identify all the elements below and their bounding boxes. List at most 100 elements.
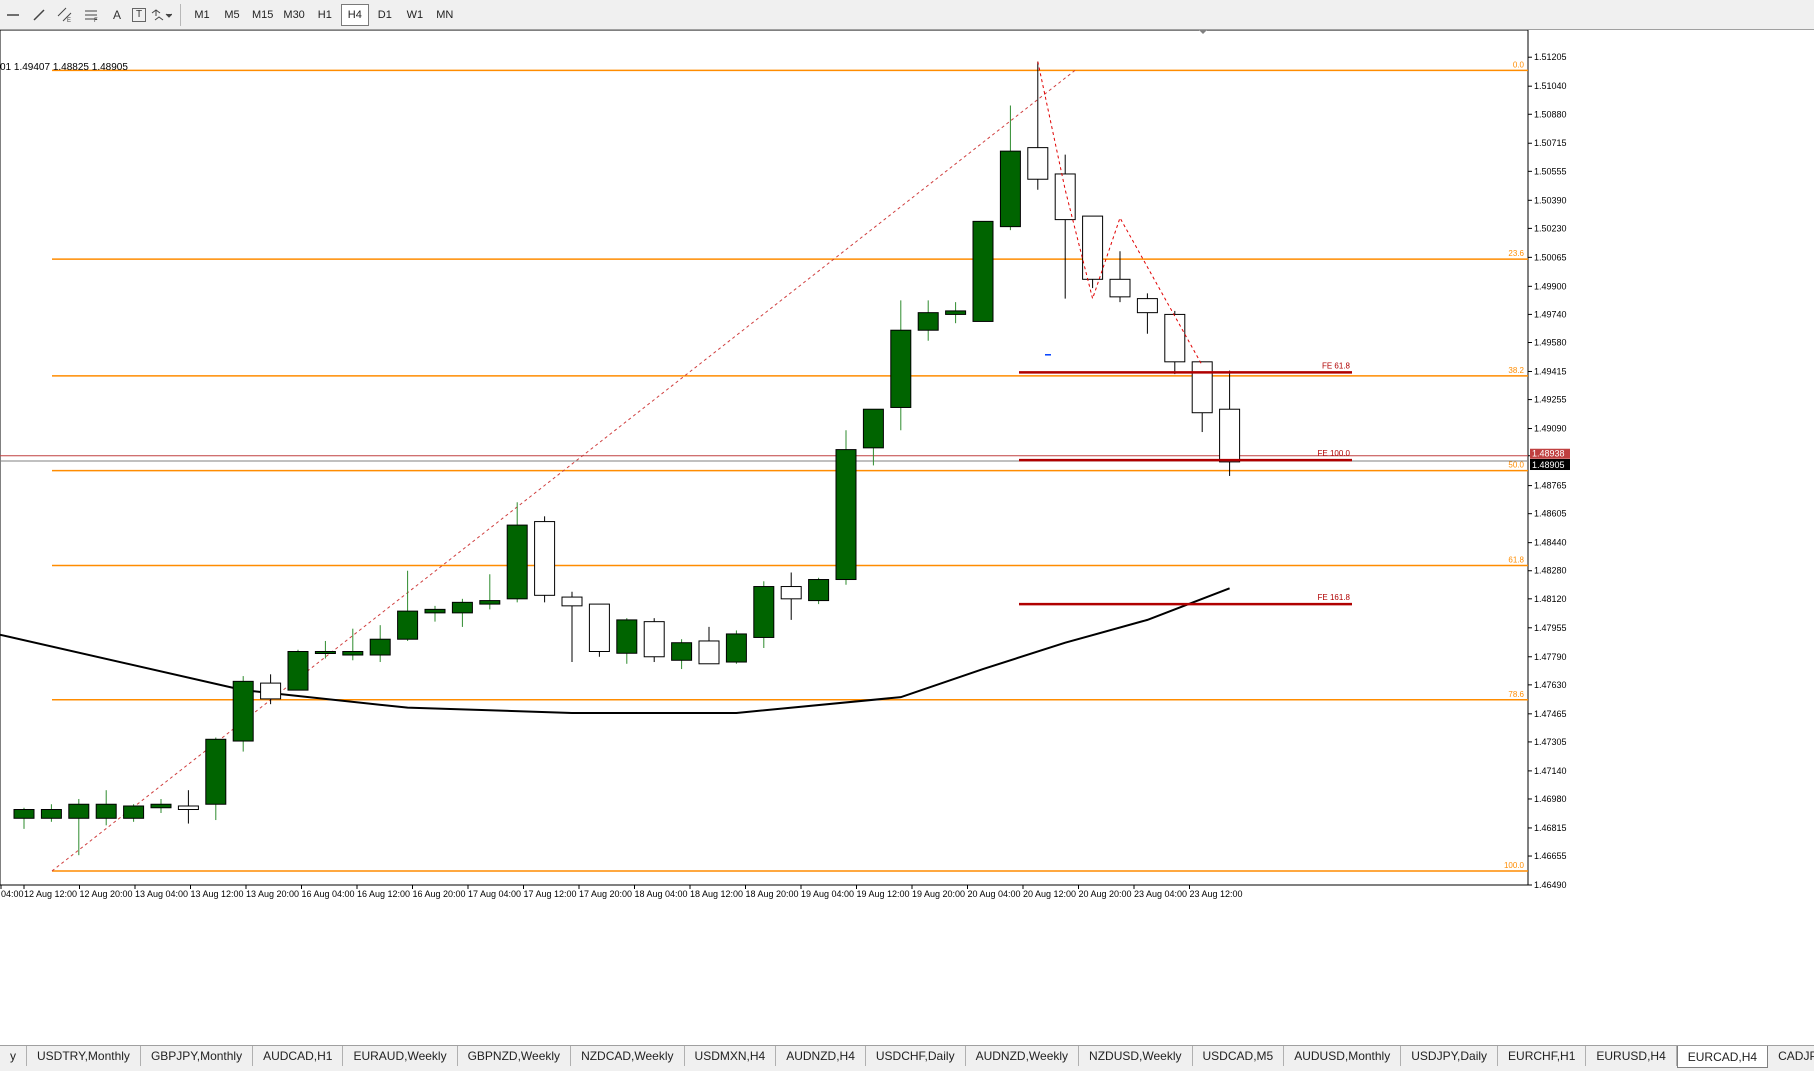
candle-body [150, 803, 172, 809]
time-tick-label: 13 Aug 20:00 [246, 889, 299, 899]
time-tick-label: 17 Aug 20:00 [579, 889, 632, 899]
fe-level-label: FE 100.0 [1318, 449, 1351, 458]
price-tick-label: 1.48120 [1534, 594, 1567, 604]
chart-tab[interactable]: AUDNZD,H4 [776, 1046, 866, 1066]
price-tick-label: 1.46655 [1534, 851, 1567, 861]
price-axis: 1.51205 1.51040 1.50880 1.50715 1.50555 1.503… [1528, 52, 1567, 890]
time-tick-label: 12 Aug 12:00 [24, 889, 77, 899]
chart-tab[interactable]: USDCAD,M5 [1193, 1046, 1285, 1066]
chart-tab[interactable]: EURAUD,Weekly [343, 1046, 458, 1066]
chart-tab[interactable]: EURCAD,H4 [1676, 1046, 1769, 1068]
candle [1082, 215, 1104, 289]
time-tick-label: 04:00 [1, 889, 24, 899]
timeframe-m1-button[interactable]: M1 [194, 8, 210, 21]
chart-toolbar: E F A T M1 M5 M15 M30 H1 H4 D1 W1 MN [0, 0, 1814, 30]
fib-level-label: 78.6 [1508, 690, 1524, 699]
timeframe-h1-button[interactable]: H1 [317, 8, 332, 21]
timeframe-d1-button[interactable]: D1 [377, 8, 392, 21]
horizontal-line-tool-icon[interactable] [2, 4, 24, 26]
candle-body [205, 738, 227, 805]
candle-body [671, 642, 693, 661]
candle [588, 603, 610, 657]
time-tick-label: 19 Aug 04:00 [801, 889, 854, 899]
time-tick-label: 20 Aug 12:00 [1023, 889, 1076, 899]
candle-body [643, 621, 665, 658]
chart-tab[interactable]: y [0, 1046, 27, 1066]
fibonacci-tool-icon[interactable]: F [80, 4, 102, 26]
chart-tab[interactable]: CADJPY,H4 [1768, 1046, 1814, 1066]
candle-body [616, 619, 638, 654]
time-axis: 04:00 12 Aug 12:00 12 Aug 20:00 13 Aug 04:0… [0, 885, 1243, 899]
candle-body [1164, 313, 1186, 363]
candle [616, 618, 638, 664]
current-price-box [1530, 459, 1570, 471]
price-tick-label: 1.50390 [1534, 195, 1567, 205]
fib-level-label: 100.0 [1504, 861, 1525, 870]
time-tick-label: 13 Aug 04:00 [135, 889, 188, 899]
candle-body [945, 310, 967, 315]
price-tick-label: 1.49415 [1534, 366, 1567, 376]
candle [177, 790, 199, 824]
candle [314, 640, 336, 659]
price-tick-label: 1.47140 [1534, 766, 1567, 776]
candle-body [808, 579, 830, 602]
fib-level-label: 23.6 [1508, 249, 1524, 258]
chart-tab[interactable]: NZDCAD,Weekly [571, 1046, 685, 1066]
price-tick-label: 1.47305 [1534, 737, 1567, 747]
time-tick-label: 23 Aug 04:00 [1134, 889, 1187, 899]
chart-tab[interactable]: AUDNZD,Weekly [966, 1046, 1080, 1066]
timeframe-mn-button[interactable]: MN [436, 8, 454, 21]
trendline-tool-icon[interactable] [28, 4, 50, 26]
equidistant-channel-tool-icon[interactable]: E [54, 4, 76, 26]
chart-tab[interactable]: AUDCAD,H1 [253, 1046, 344, 1066]
chart-tab[interactable]: EURUSD,H4 [1586, 1046, 1677, 1066]
candle-body [451, 601, 473, 614]
candle [671, 639, 693, 670]
time-tick-label: 19 Aug 12:00 [857, 889, 910, 899]
price-tick-label: 1.47955 [1534, 623, 1567, 633]
chart-tab[interactable]: USDTRY,Monthly [27, 1046, 141, 1066]
price-tick-label: 1.47790 [1534, 652, 1567, 662]
chart-tab[interactable]: USDCHF,Daily [866, 1046, 966, 1066]
candle [205, 737, 227, 821]
price-tick-label: 1.47630 [1534, 680, 1567, 690]
text-tool-icon[interactable]: A [112, 7, 121, 22]
ohlc-readout: 01 1.49407 1.48825 1.48905 [0, 62, 128, 73]
price-tick-label: 1.50065 [1534, 252, 1567, 262]
time-tick-label: 12 Aug 20:00 [80, 889, 133, 899]
candle-body [424, 608, 446, 614]
chart-tab[interactable]: GBPJPY,Monthly [141, 1046, 254, 1066]
price-tick-label: 1.46490 [1534, 880, 1567, 890]
time-tick-label: 16 Aug 04:00 [302, 889, 355, 899]
candle-body [95, 803, 117, 819]
price-chart[interactable]: 0.0 23.6 38.2 50.0 61.8 78.6 100.0 FE 61.8 FE 10… [0, 30, 1814, 1045]
chart-tab[interactable]: GBPNZD,Weekly [458, 1046, 572, 1066]
fib-level-label: 61.8 [1508, 555, 1524, 564]
price-tick-label: 1.48765 [1534, 481, 1567, 491]
candle-body [835, 449, 857, 581]
timeframe-w1-button[interactable]: W1 [406, 8, 424, 21]
timeframe-m5-button[interactable]: M5 [224, 8, 240, 21]
time-tick-label: 18 Aug 04:00 [635, 889, 688, 899]
candle-body [506, 524, 528, 600]
arrows-tool-icon[interactable] [150, 4, 172, 26]
chart-area[interactable]: 0.0 23.6 38.2 50.0 61.8 78.6 100.0 FE 61.8 FE 10… [0, 30, 1814, 1045]
candle-body [123, 805, 145, 819]
candle [1164, 310, 1186, 375]
candle [780, 572, 802, 620]
chart-tab[interactable]: USDJPY,Daily [1401, 1046, 1499, 1066]
timeframe-m15-button[interactable]: M15 [252, 8, 274, 21]
price-tick-label: 1.49900 [1534, 281, 1567, 291]
candle [232, 676, 254, 752]
chart-tab[interactable]: NZDUSD,Weekly [1079, 1046, 1193, 1066]
timeframe-m30-button[interactable]: M30 [283, 8, 305, 21]
bid-price-box [1530, 448, 1570, 459]
timeframe-h4-button[interactable]: H4 [340, 3, 369, 26]
timeframe-group: M1 M5 M15 M30 H1 H4 D1 W1 MN [187, 3, 460, 26]
candle [150, 798, 172, 814]
chart-tab[interactable]: USDMXN,H4 [685, 1046, 777, 1066]
text-label-tool-icon[interactable]: T [132, 7, 146, 22]
chart-tab[interactable]: AUDUSD,Monthly [1284, 1046, 1402, 1066]
chart-tab[interactable]: EURCHF,H1 [1498, 1046, 1587, 1066]
svg-text:E: E [67, 18, 71, 23]
